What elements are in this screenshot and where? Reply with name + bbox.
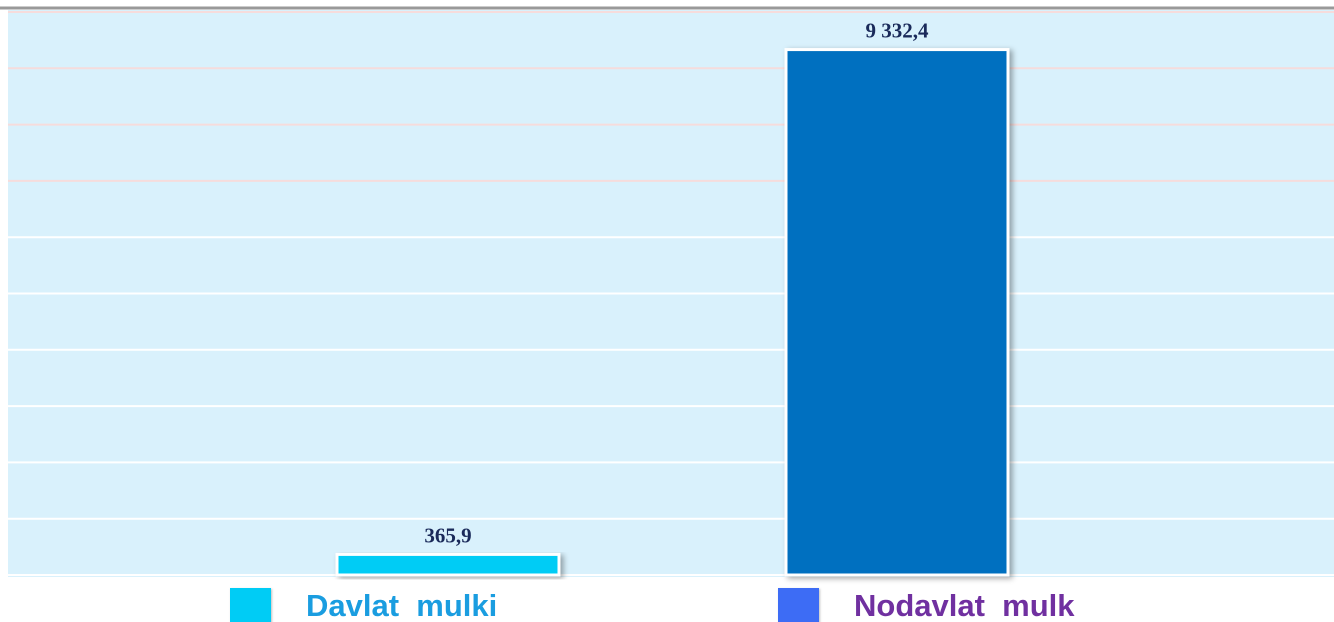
legend-label: Nodavlat mulk: [854, 588, 1075, 622]
value-label: 365,9: [424, 523, 471, 547]
legend-label: Davlat mulki: [306, 588, 497, 622]
value-label: 9 332,4: [866, 19, 930, 43]
bar: [335, 552, 561, 577]
bar: [784, 48, 1010, 577]
legend-swatch: [778, 588, 819, 622]
legend-swatch: [230, 588, 271, 622]
